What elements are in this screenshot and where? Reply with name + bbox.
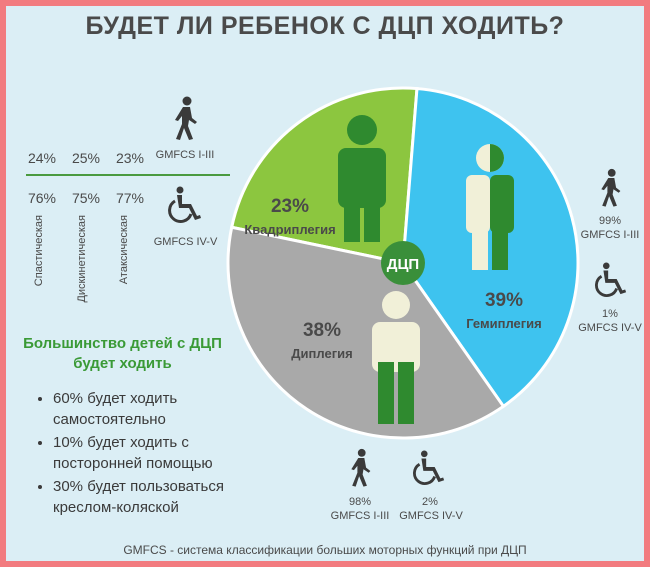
divider-line <box>26 174 230 176</box>
left-chair-label: GMFCS IV-V <box>153 236 218 248</box>
ataxic-chair-pct: 77% <box>115 190 145 206</box>
page-title: БУДЕТ ЛИ РЕБЕНОК С ДЦП ХОДИТЬ? <box>85 12 565 40</box>
center-circle <box>381 241 425 285</box>
spastic-walk-pct: 24% <box>27 150 57 166</box>
center-label: ДЦП <box>387 256 419 273</box>
hemi-walk-pct: 99% <box>598 215 622 227</box>
diple-chair-pct: 2% <box>422 496 438 508</box>
diplegia-slice <box>226 225 506 440</box>
hemi-walk-label: GMFCS I-III <box>580 229 640 241</box>
wheelchair-icon <box>595 262 627 297</box>
quadriplegia-value-label: 23% <box>271 196 309 217</box>
hemi-chair-label: GMFCS IV-V <box>578 322 642 334</box>
bullet-item: 10% будет ходить с посторонней помощью <box>53 432 255 474</box>
dyskinetic-chair-pct: 75% <box>71 190 101 206</box>
hemiplegia-value-label: 39% <box>485 290 523 311</box>
hemi-chair-pct: 1% <box>602 308 618 320</box>
wheelchair-icon <box>413 450 445 485</box>
subtitle: Большинство детей с ДЦП будет ходить <box>23 335 222 372</box>
footer-note: GMFCS - система классификации больших мо… <box>123 543 527 557</box>
left-walk-label: GMFCS I-III <box>155 149 215 161</box>
quadriplegia-figure-icon <box>338 115 386 242</box>
walking-person-icon <box>351 448 371 487</box>
wheelchair-icon <box>168 186 201 223</box>
hemiplegia-name-label: Гемиплегия <box>466 316 542 331</box>
bullet-item: 30% будет пользоваться креслом-коляской <box>53 476 255 518</box>
dyskinetic-walk-pct: 25% <box>71 150 101 166</box>
diplegia-figure-icon <box>372 291 420 424</box>
diple-chair-label: GMFCS IV-V <box>399 510 463 522</box>
walking-person-icon <box>601 168 621 207</box>
quadriplegia-name-label: Квадриплегия <box>244 222 335 237</box>
bullet-list: 60% будет ходить самостоятельно 10% буде… <box>35 388 255 520</box>
diple-walk-pct: 98% <box>348 496 372 508</box>
hemiplegia-figure-icon <box>466 144 514 270</box>
wheelchair-percentages: 76% 75% 77% <box>26 190 146 206</box>
spastic-chair-pct: 76% <box>27 190 57 206</box>
bullet-item: 60% будет ходить самостоятельно <box>53 388 255 430</box>
diple-walk-label: GMFCS I-III <box>330 510 390 522</box>
walking-person-icon <box>175 96 197 140</box>
ataxic-walk-pct: 23% <box>115 150 145 166</box>
diplegia-value-label: 38% <box>303 320 341 341</box>
walking-percentages: 24% 25% 23% <box>26 150 146 166</box>
hemiplegia-slice <box>401 86 580 409</box>
diplegia-name-label: Диплегия <box>291 346 352 361</box>
